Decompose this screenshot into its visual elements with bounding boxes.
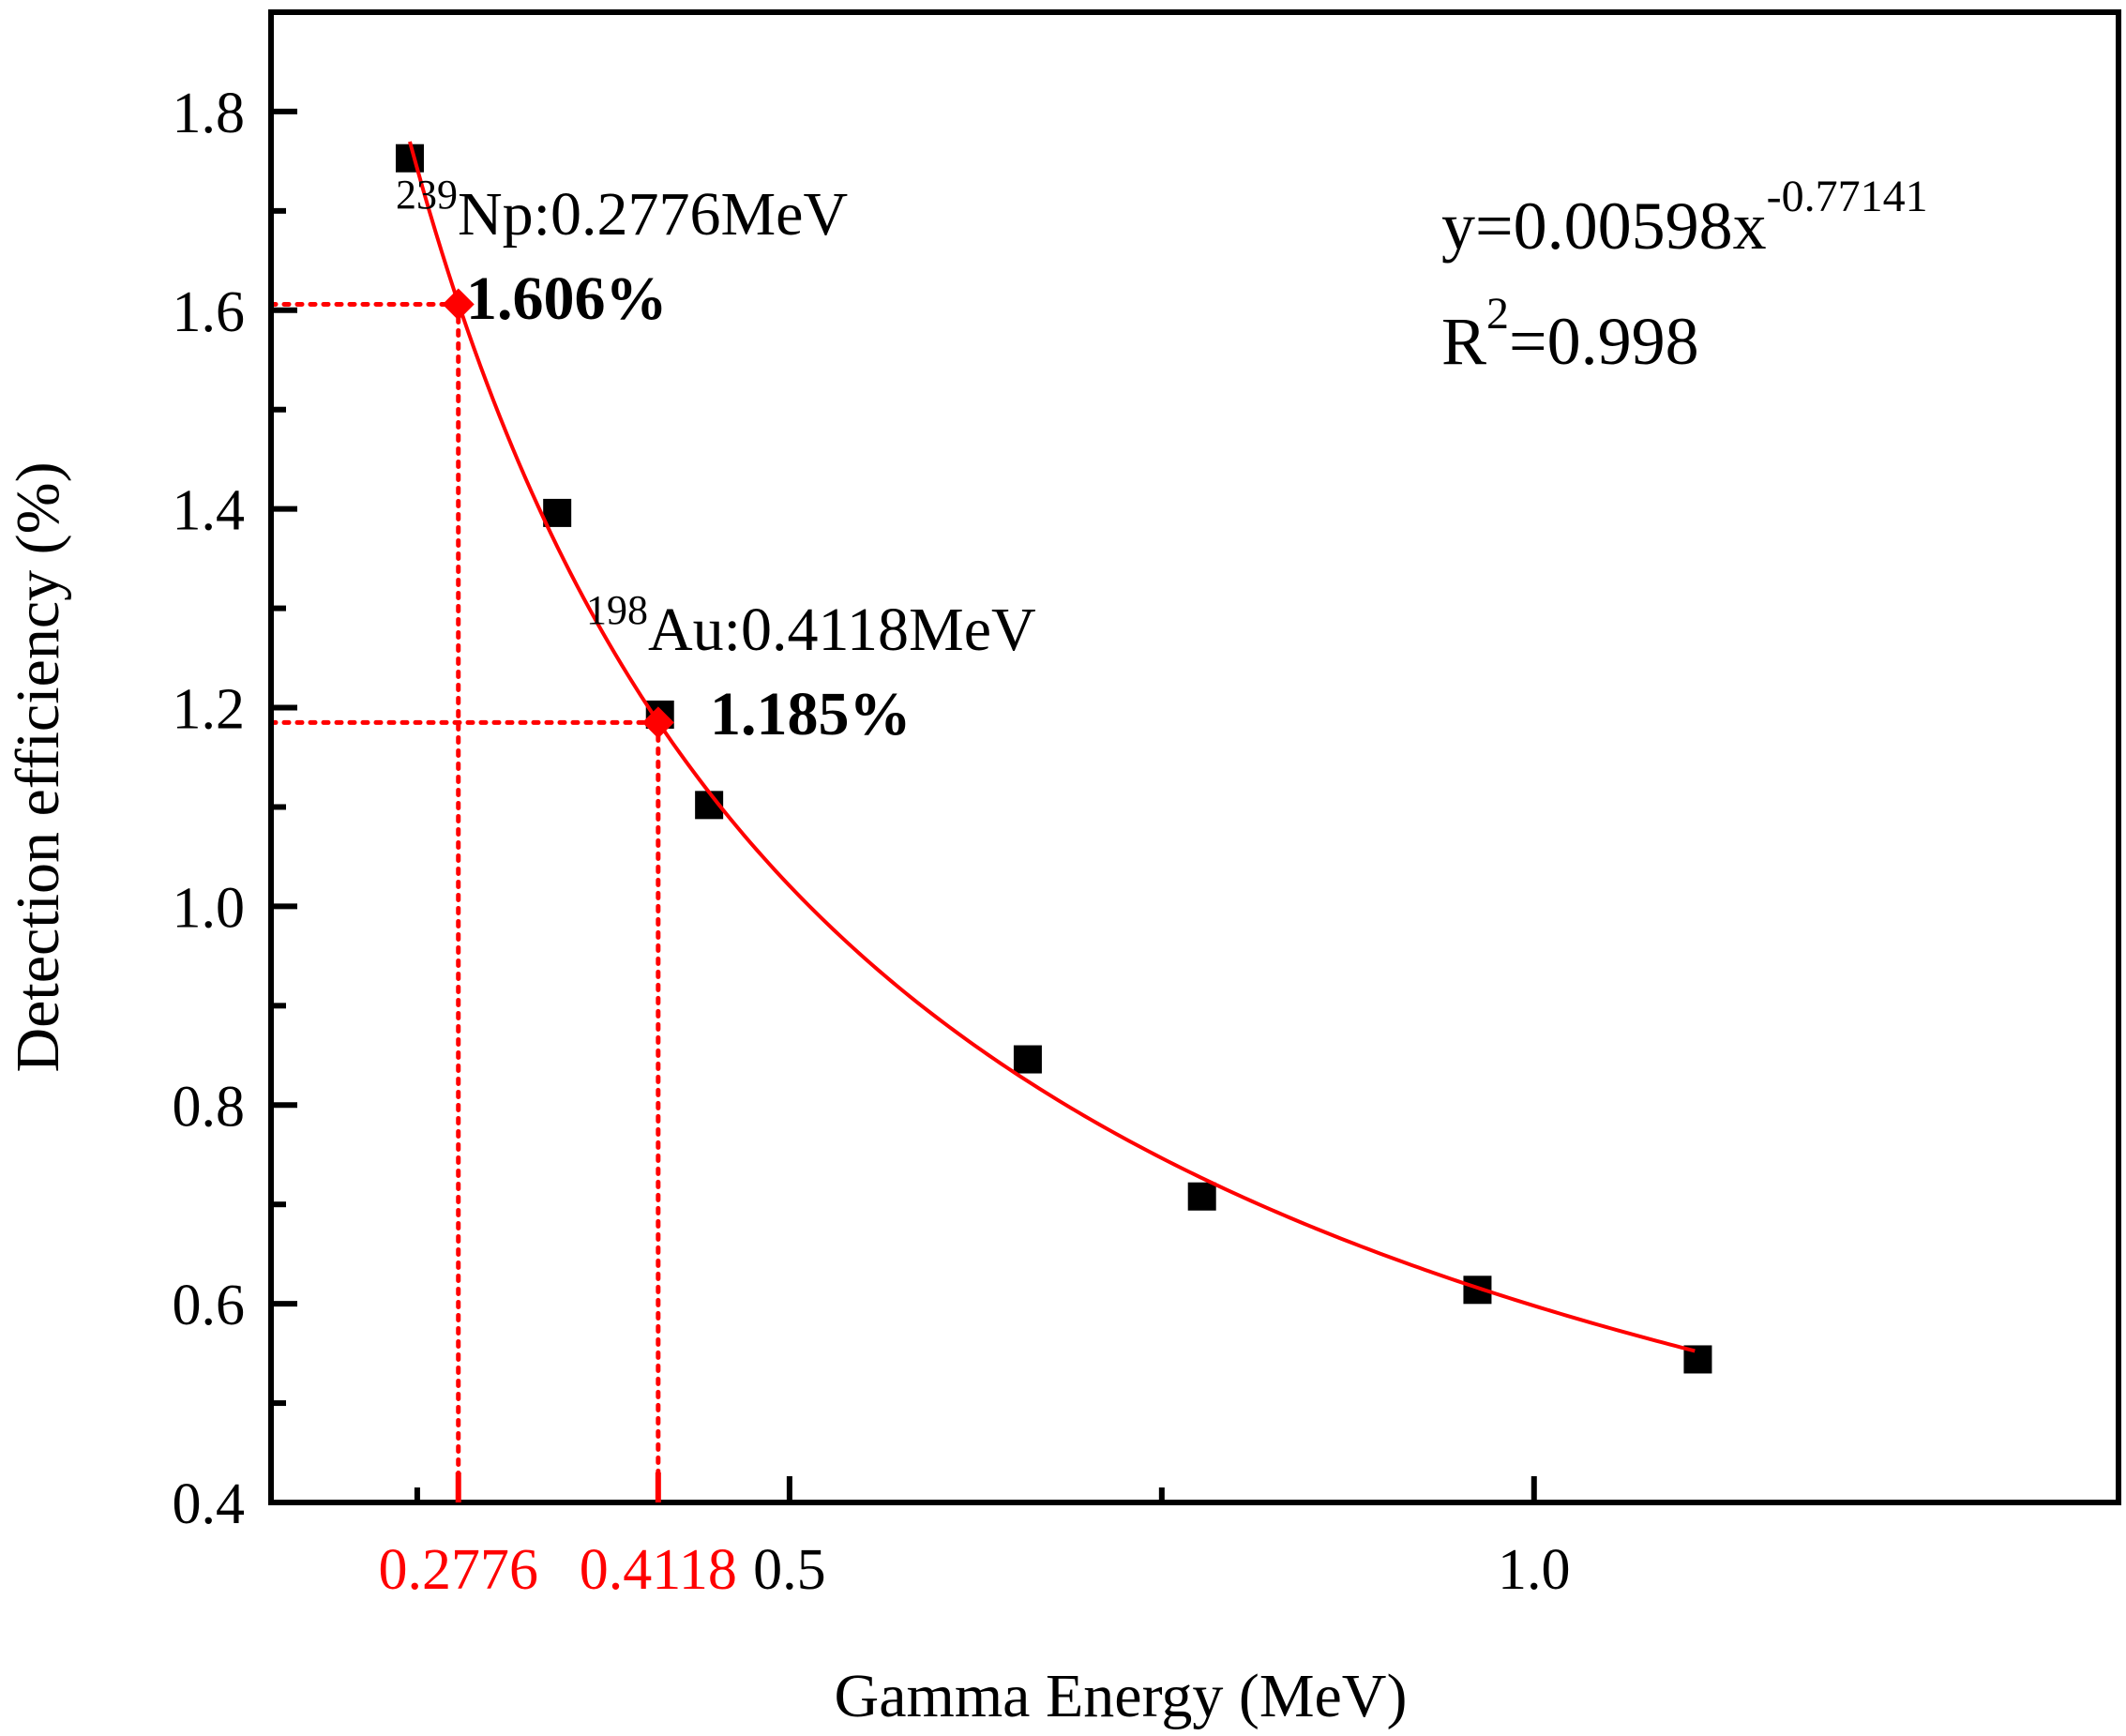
x-axis-title: Gamma Energy (MeV) <box>835 1662 1408 1730</box>
annotation-au-value: 1.185% <box>710 680 912 748</box>
y-tick-label: 1.4 <box>173 479 246 543</box>
fit-r-squared-value: =0.998 <box>1509 304 1699 379</box>
data-point-square <box>395 143 424 173</box>
plot-frame <box>268 9 2121 1505</box>
fit-equation-main: y=0.00598x <box>1441 189 1767 264</box>
y-axis-title: Detection efficiency (%) <box>4 461 72 1072</box>
data-point-square <box>1187 1182 1216 1211</box>
annotation-np-value: 1.606% <box>466 264 668 333</box>
x-tick-label: 0.5 <box>753 1538 826 1602</box>
fit-r-squared-sup: 2 <box>1486 289 1509 339</box>
y-tick-label: 0.6 <box>173 1274 246 1337</box>
x-tick-label: 1.0 <box>1498 1538 1571 1602</box>
annotation-au: 198Au:0.4118MeV <box>586 587 1036 664</box>
annotation-np-mass: 239 <box>396 172 458 218</box>
fit-equation: y=0.00598x-0.77141 <box>1441 172 1928 264</box>
tick-labels: 0.4 0.6 0.8 1.0 1.2 1.4 1.6 1.8 0.5 1.0 0.2776 0.41… <box>173 82 1571 1602</box>
axes <box>268 9 2121 1505</box>
data-points <box>395 143 1712 1374</box>
fit-equation-exponent: -0.77141 <box>1767 172 1928 221</box>
y-tick-label: 1.8 <box>173 82 246 145</box>
annotation-np: 239Np:0.2776MeV <box>396 172 848 249</box>
x-highlight-tick-label: 0.2776 <box>378 1538 538 1602</box>
interpolated-point-diamond <box>641 706 674 739</box>
fit-curve <box>408 141 1696 1353</box>
y-tick-label: 1.0 <box>173 876 246 940</box>
y-tick-label: 0.4 <box>173 1472 246 1536</box>
y-tick-label: 1.6 <box>173 280 246 344</box>
annotation-au-mass: 198 <box>586 587 648 633</box>
y-tick-label: 1.2 <box>173 678 246 742</box>
data-point-square <box>1013 1045 1042 1074</box>
interpolated-point-diamond <box>442 288 475 321</box>
annotation-au-text: Au:0.4118MeV <box>648 596 1036 664</box>
annotation-np-text: Np:0.2776MeV <box>458 180 848 249</box>
ticks <box>271 108 1537 1505</box>
fit-r-squared-prefix: R <box>1441 304 1486 379</box>
guide-lines <box>268 301 661 1505</box>
fit-curve-layer <box>408 141 1696 1353</box>
fit-r-squared: R2=0.998 <box>1441 289 1699 379</box>
data-point-square <box>543 498 572 527</box>
y-tick-label: 0.8 <box>173 1075 246 1139</box>
x-highlight-tick-label: 0.4118 <box>580 1538 737 1602</box>
